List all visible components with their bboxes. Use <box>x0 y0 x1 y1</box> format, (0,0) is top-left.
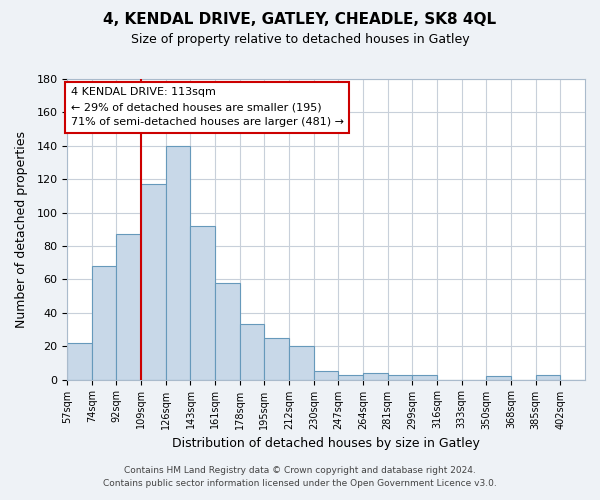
Text: Contains HM Land Registry data © Crown copyright and database right 2024.
Contai: Contains HM Land Registry data © Crown c… <box>103 466 497 487</box>
Bar <box>289 346 314 380</box>
Bar <box>487 376 511 380</box>
Text: 4, KENDAL DRIVE, GATLEY, CHEADLE, SK8 4QL: 4, KENDAL DRIVE, GATLEY, CHEADLE, SK8 4Q… <box>103 12 497 28</box>
Bar <box>388 374 412 380</box>
Bar <box>166 146 190 380</box>
X-axis label: Distribution of detached houses by size in Gatley: Distribution of detached houses by size … <box>172 437 480 450</box>
Bar <box>314 371 338 380</box>
Bar <box>92 266 116 380</box>
Bar <box>536 374 560 380</box>
Bar <box>116 234 141 380</box>
Text: Size of property relative to detached houses in Gatley: Size of property relative to detached ho… <box>131 32 469 46</box>
Bar <box>412 374 437 380</box>
Bar <box>363 373 388 380</box>
Y-axis label: Number of detached properties: Number of detached properties <box>15 131 28 328</box>
Bar <box>190 226 215 380</box>
Text: 4 KENDAL DRIVE: 113sqm
← 29% of detached houses are smaller (195)
71% of semi-de: 4 KENDAL DRIVE: 113sqm ← 29% of detached… <box>71 88 344 127</box>
Bar <box>141 184 166 380</box>
Bar <box>265 338 289 380</box>
Bar <box>338 374 363 380</box>
Bar <box>67 343 92 380</box>
Bar <box>215 282 240 380</box>
Bar <box>240 324 265 380</box>
